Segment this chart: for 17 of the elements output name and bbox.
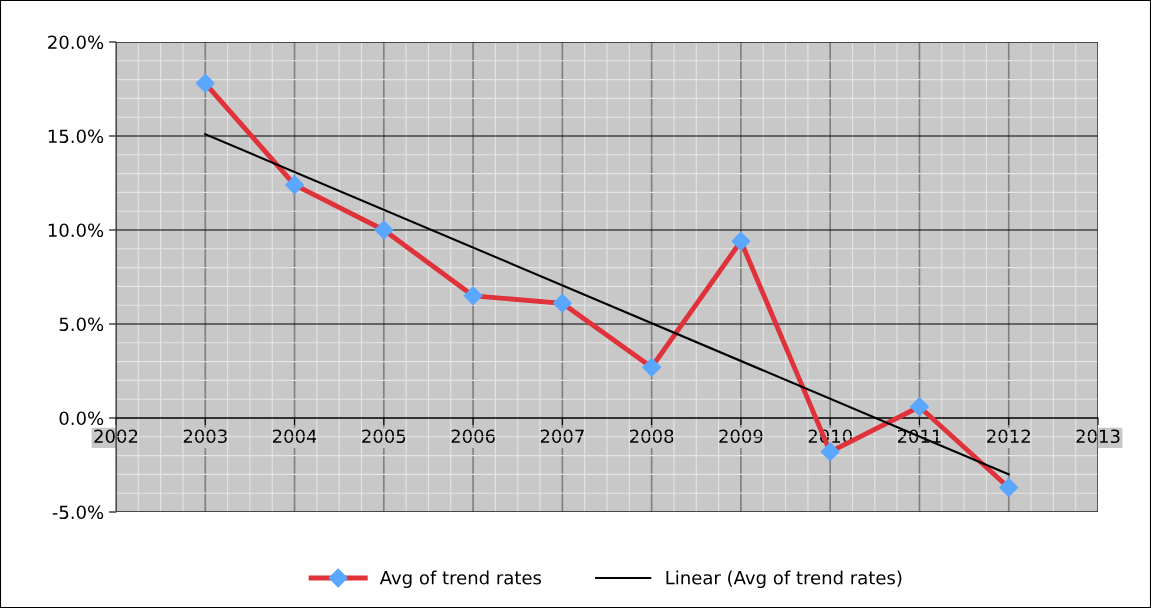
y-tick-label: 5.0% [59,317,104,332]
x-tick-label: 2012 [987,429,1030,444]
y-tick-label: 10.0% [48,223,104,238]
legend-label: Avg of trend rates [379,570,542,589]
x-tick-label: 2007 [540,429,584,444]
x-tick-label: 2005 [362,429,406,444]
x-tick-label: 2006 [451,429,495,444]
x-tick-label: 2009 [719,429,763,444]
y-tick-label: 15.0% [48,129,104,144]
y-tick-label: 20.0% [48,35,104,50]
x-tick-label: 2013 [1076,429,1120,444]
y-tick-label: 0.0% [59,411,104,426]
x-tick-label: 2004 [272,429,317,444]
legend-label: Linear (Avg of trend rates) [666,570,902,589]
x-tick-label: 2003 [183,429,227,444]
x-tick-label: 2008 [629,429,674,444]
y-tick-label: -5.0% [52,505,104,520]
